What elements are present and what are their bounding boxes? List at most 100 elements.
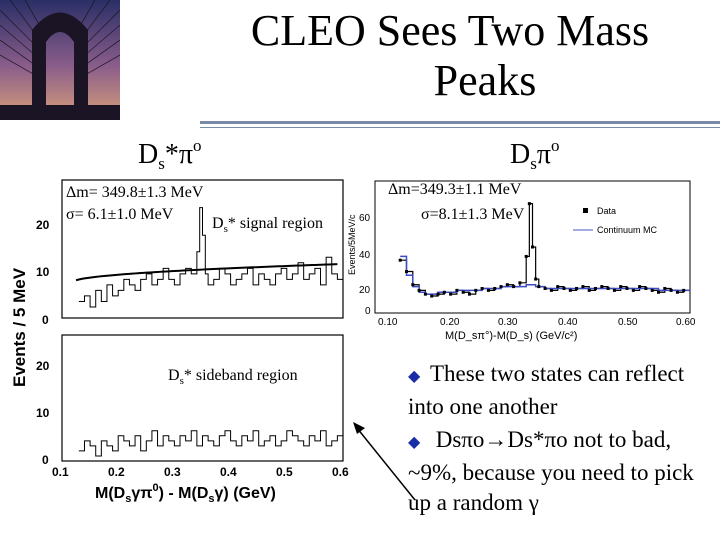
left-annotation-sigma: σ= 6.1±1.0 MeV <box>66 206 174 223</box>
data-point <box>562 286 566 290</box>
data-point <box>549 288 553 292</box>
data-point <box>619 285 623 289</box>
data-point <box>455 288 459 292</box>
data-point <box>449 292 453 296</box>
left-plot: Δm= 349.8±1.3 MeV σ= 6.1±1.0 MeV Ds* sig… <box>0 175 360 505</box>
data-point <box>682 288 686 292</box>
right-plot: Δm=349.3±1.1 MeV σ=8.1±1.3 MeV Data Cont… <box>345 175 720 350</box>
left-y-tick: 0 <box>42 453 49 467</box>
data-point <box>657 290 660 294</box>
left-y-tick: 10 <box>36 406 50 420</box>
slide-title: CLEO Sees Two Mass Peaks <box>200 6 700 106</box>
data-point <box>398 258 402 262</box>
signal-histogram <box>78 207 343 308</box>
right-y-tick: 60 <box>359 213 371 224</box>
right-y-tick: 40 <box>359 250 371 261</box>
left-y-tick: 20 <box>36 218 50 232</box>
title-rule-thin <box>200 127 720 128</box>
title-rule <box>200 121 720 124</box>
data-point <box>568 288 572 292</box>
right-plot-svg <box>345 175 720 350</box>
right-y-tick: 0 <box>365 306 371 317</box>
data-point <box>505 283 509 287</box>
data-point <box>430 294 434 298</box>
left-header: Ds*πo <box>138 136 202 173</box>
data-point <box>531 245 534 249</box>
data-point <box>625 286 629 290</box>
left-x-tick: 0.1 <box>52 465 69 479</box>
data-point <box>612 288 616 292</box>
right-x-axis-label: M(D_sπ°)-M(D_s) (GeV/c²) <box>445 330 578 342</box>
data-point <box>436 292 440 296</box>
fit-curve <box>75 263 338 282</box>
bridge-photo-icon <box>0 0 121 120</box>
left-x-tick: 0.4 <box>220 465 237 479</box>
left-x-tick: 0.3 <box>164 465 181 479</box>
legend-mc-label: Continuum MC <box>597 225 658 235</box>
right-x-tick: 0.20 <box>440 317 460 328</box>
data-point <box>512 285 516 289</box>
bullet-2: ◆ Dsπo→Ds*πo not to bad, ~9%, because yo… <box>408 427 694 515</box>
data-point <box>600 285 604 289</box>
data-point <box>556 285 560 289</box>
data-point <box>537 285 541 289</box>
title-line-1: CLEO Sees Two Mass <box>250 6 650 55</box>
data-point <box>644 286 648 290</box>
data-point <box>524 254 528 258</box>
data-point <box>405 270 408 274</box>
data-point <box>663 286 667 290</box>
left-y-axis-label: Events / 5 MeV <box>10 267 29 387</box>
title-line-2: Peaks <box>433 56 537 105</box>
right-annotation-sigma: σ=8.1±1.3 MeV <box>421 206 525 223</box>
sideband-region-label: Ds* sideband region <box>168 367 298 387</box>
right-x-tick: 0.30 <box>498 317 518 328</box>
data-point <box>606 286 610 290</box>
left-y-tick: 20 <box>36 359 50 373</box>
right-header: Dsπo <box>510 136 560 173</box>
data-point <box>527 202 531 206</box>
data-point <box>575 286 579 290</box>
left-x-axis-label: M(Dsγπ0) - M(Dsγ) (GeV) <box>95 482 276 505</box>
right-x-tick: 0.50 <box>618 317 638 328</box>
data-point <box>594 286 597 290</box>
sideband-histogram <box>78 430 343 457</box>
diamond-bullet-icon: ◆ <box>408 434 421 451</box>
right-x-tick: 0.40 <box>558 317 578 328</box>
diamond-bullet-icon: ◆ <box>408 368 421 385</box>
data-point <box>581 285 585 289</box>
bullet-1: ◆ These two states can reflect into one a… <box>408 361 685 419</box>
left-x-tick: 0.6 <box>332 465 349 479</box>
right-x-tick: 0.60 <box>676 317 696 328</box>
left-annotation-dm: Δm= 349.8±1.3 MeV <box>66 184 204 201</box>
left-plot-svg <box>61 179 344 462</box>
data-point <box>480 286 484 290</box>
data-point <box>650 288 654 292</box>
data-point <box>411 283 415 287</box>
bridge-photo <box>0 0 121 120</box>
right-annotation-dm: Δm=349.3±1.1 MeV <box>388 181 522 198</box>
data-point <box>587 288 591 292</box>
right-x-tick: 0.10 <box>378 317 398 328</box>
legend-data-marker <box>583 208 588 213</box>
data-point <box>468 292 471 296</box>
data-point <box>442 290 446 294</box>
data-point <box>631 288 635 292</box>
data-point <box>486 288 490 292</box>
data-point <box>493 286 497 290</box>
data-point <box>461 290 465 294</box>
data-point <box>675 290 679 294</box>
left-x-tick: 0.5 <box>276 465 293 479</box>
left-y-tick: 10 <box>36 265 50 279</box>
data-point <box>518 281 522 285</box>
left-x-tick: 0.2 <box>108 465 125 479</box>
data-point <box>638 285 642 289</box>
data-point <box>417 288 421 292</box>
data-point <box>669 288 673 292</box>
signal-region-label: Ds* signal region <box>212 215 323 235</box>
data-point <box>474 288 478 292</box>
data-point <box>499 285 503 289</box>
data-point <box>543 286 547 290</box>
legend-data-label: Data <box>597 206 617 216</box>
data-point <box>534 277 538 281</box>
right-y-tick: 20 <box>359 285 371 296</box>
